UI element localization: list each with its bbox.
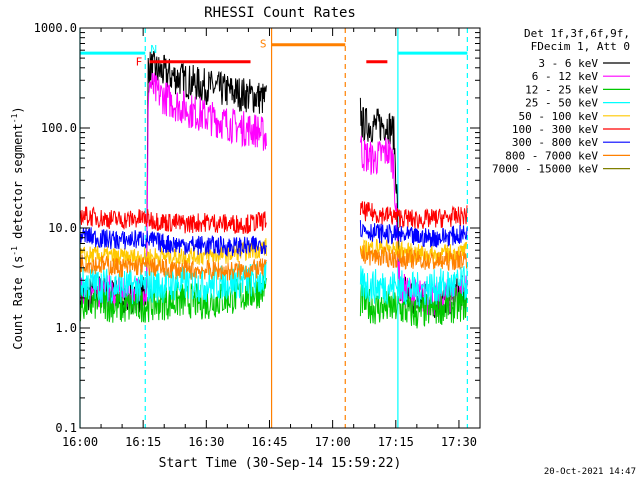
x-tick-label-3: 16:30 bbox=[188, 435, 224, 449]
x-tick-label-4: 16:45 bbox=[251, 435, 287, 449]
x-tick-label-1: 16:00 bbox=[62, 435, 98, 449]
legend: Det 1f,3f,6f,9f, FDecim 1, Att 0 3 - 6 k… bbox=[492, 27, 630, 176]
x-tick-label-5: 17:00 bbox=[315, 435, 351, 449]
y-tick-label-3: 10.0 bbox=[48, 221, 77, 235]
attenuator-state-bars: NF S bbox=[80, 37, 468, 69]
y-tick-label-4: 100.0 bbox=[41, 121, 77, 135]
series-line-6 bbox=[79, 201, 468, 235]
legend-label-2: 6 - 12 keV bbox=[532, 70, 599, 83]
series-line-8 bbox=[79, 244, 467, 281]
x-tick-label-2: 16:15 bbox=[125, 435, 161, 449]
time-markers bbox=[79, 28, 468, 428]
legend-label-5: 50 - 100 keV bbox=[519, 110, 599, 123]
legend-header-line-1: Det 1f,3f,6f,9f, bbox=[524, 27, 630, 40]
plot-area: NFS 16:00 16:15 16:30 16:45 17:00 17:15 17:30 … bbox=[34, 21, 481, 449]
series-lines bbox=[79, 50, 468, 329]
x-tick-label-7: 17:30 bbox=[441, 435, 477, 449]
y-tick-label-2: 1.0 bbox=[55, 321, 77, 335]
annotation-label-s: S bbox=[260, 37, 267, 50]
y-tick-label-5: 1000.0 bbox=[34, 21, 77, 35]
series-line-3 bbox=[79, 274, 468, 329]
x-tick-label-6: 17:15 bbox=[378, 435, 414, 449]
legend-label-4: 25 - 50 keV bbox=[525, 97, 598, 110]
y-axis: 0.1 1.0 10.0 100.0 1000.0 bbox=[34, 21, 480, 435]
legend-label-8: 800 - 7000 keV bbox=[505, 149, 598, 162]
y-tick-label-1: 0.1 bbox=[55, 421, 77, 435]
legend-label-6: 100 - 300 keV bbox=[512, 123, 598, 136]
series-line-4 bbox=[79, 261, 468, 307]
annotation-label-n: N bbox=[150, 43, 157, 56]
legend-label-3: 12 - 25 keV bbox=[525, 83, 598, 96]
legend-label-9: 7000 - 15000 keV bbox=[492, 163, 598, 176]
x-axis: 16:00 16:15 16:30 16:45 17:00 17:15 17:30 bbox=[62, 28, 481, 449]
plot-frame bbox=[79, 27, 481, 429]
annotation-label-f: F bbox=[136, 56, 143, 69]
chart-title: RHESSI Count Rates bbox=[204, 5, 356, 21]
series-line-7 bbox=[79, 220, 468, 257]
y-axis-label: Count Rate (s-1 detector segment-1) bbox=[10, 106, 25, 349]
footer-timestamp: 20-Oct-2021 14:47 bbox=[544, 467, 636, 477]
legend-header-line-2: FDecim 1, Att 0 bbox=[531, 40, 630, 53]
legend-label-7: 300 - 800 keV bbox=[512, 136, 598, 149]
x-axis-label: Start Time (30-Sep-14 15:59:22) bbox=[159, 456, 402, 471]
legend-label-1: 3 - 6 keV bbox=[538, 57, 598, 70]
